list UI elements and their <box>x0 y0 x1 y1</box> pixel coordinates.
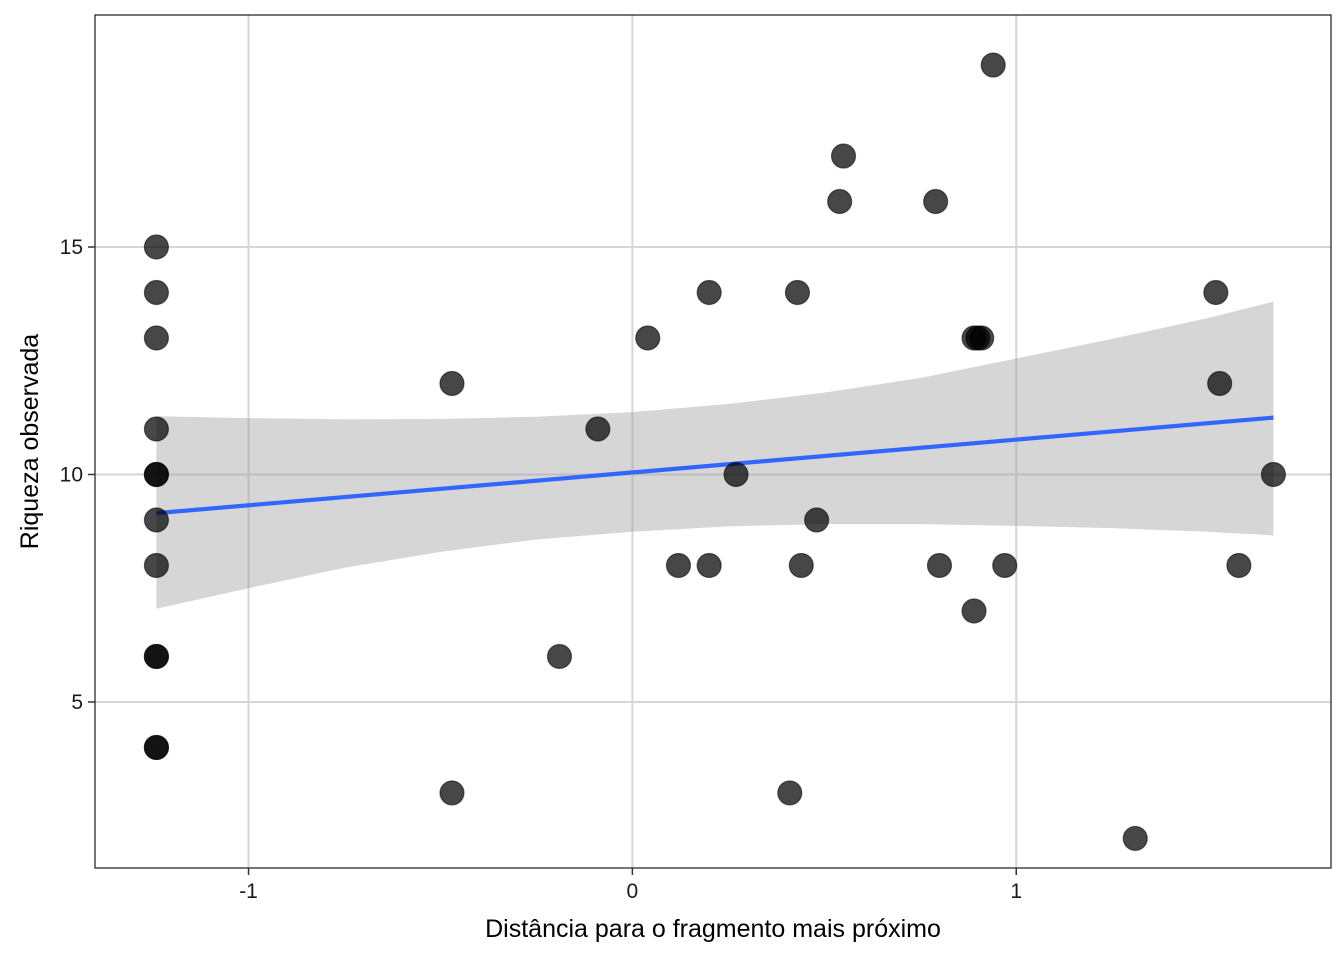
data-point-2 <box>143 279 170 306</box>
data-point-7 <box>143 507 170 533</box>
fit-line-group <box>156 415 1274 516</box>
data-point-6 <box>143 461 170 488</box>
data-point-39 <box>1226 552 1252 579</box>
data-point-3 <box>143 325 170 351</box>
data-point-38 <box>1207 370 1233 397</box>
data-point-8 <box>143 552 170 579</box>
x-tick-label: 1 <box>1010 880 1022 903</box>
data-point-37 <box>1203 279 1229 306</box>
data-point-22 <box>777 780 803 806</box>
data-point-26 <box>827 188 853 215</box>
confidence-band-group <box>156 301 1274 609</box>
y-tick-label: 15 <box>60 236 83 259</box>
data-point-16 <box>585 416 611 442</box>
data-point-14 <box>439 780 465 806</box>
data-point-15 <box>546 643 573 670</box>
confidence-band <box>156 301 1274 609</box>
data-point-30 <box>961 598 987 624</box>
data-point-19 <box>696 279 722 306</box>
data-point-27 <box>830 143 857 169</box>
data-point-28 <box>923 188 949 215</box>
data-point-25 <box>804 507 830 533</box>
data-points <box>143 52 1287 852</box>
regression-line <box>156 415 1274 516</box>
y-axis: 5 10 15 <box>60 236 95 714</box>
data-point-35 <box>992 552 1018 579</box>
data-point-17 <box>635 325 661 351</box>
data-point-40 <box>1260 461 1287 488</box>
data-point-24 <box>788 552 814 579</box>
plot-frame <box>94 14 1332 869</box>
data-point-23 <box>784 279 811 306</box>
data-point-33 <box>965 325 991 351</box>
data-point-34 <box>980 52 1006 78</box>
data-point-4 <box>143 416 170 442</box>
data-point-21 <box>723 461 749 488</box>
y-axis-title: Riqueza observada <box>16 334 44 550</box>
y-tick-label: 10 <box>60 463 83 486</box>
x-tick-label: -1 <box>239 880 258 903</box>
data-point-10 <box>143 643 170 670</box>
data-point-1 <box>143 234 170 260</box>
data-point-13 <box>439 370 465 397</box>
data-point-36 <box>1122 825 1148 852</box>
y-tick-label: 5 <box>71 691 83 714</box>
data-point-12 <box>143 734 170 761</box>
data-point-20 <box>696 552 722 579</box>
x-axis-title: Distância para o fragmento mais próximo <box>485 915 941 943</box>
x-tick-label: 0 <box>627 880 639 903</box>
x-axis: -1 0 1 <box>239 868 1022 903</box>
data-point-29 <box>926 552 953 579</box>
data-point-18 <box>665 552 692 579</box>
